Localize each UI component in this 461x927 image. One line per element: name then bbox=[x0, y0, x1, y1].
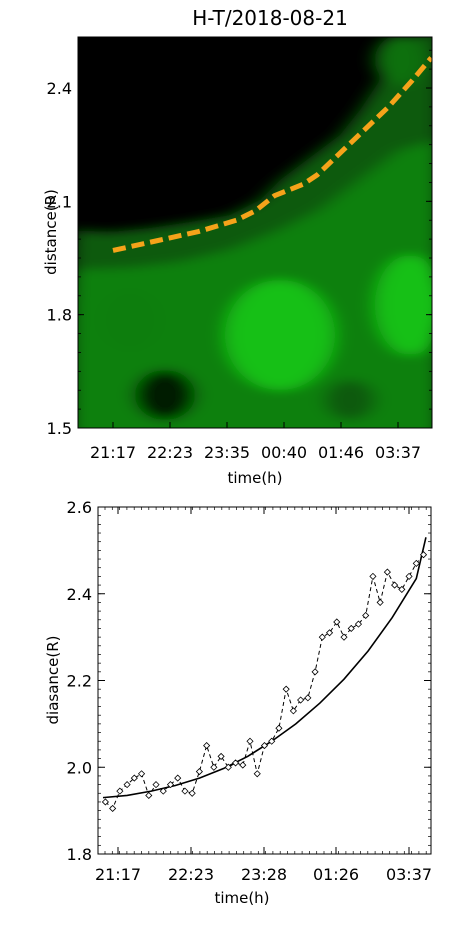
observed-point bbox=[166, 781, 175, 789]
observed-point bbox=[391, 581, 399, 589]
line-plot-x-tick-label: 21:17 bbox=[95, 865, 141, 884]
line-plot-ylabel: diasance(R) bbox=[44, 636, 62, 725]
line-plot-x-ticks: 21:17 22:23 23:28 01:26 03:37 bbox=[95, 507, 432, 884]
observed-point bbox=[318, 633, 326, 641]
observed-point bbox=[304, 694, 312, 702]
heatmap-xlabel: time(h) bbox=[227, 469, 282, 487]
observed-point bbox=[239, 761, 247, 769]
observed-point bbox=[210, 763, 218, 771]
observed-point bbox=[145, 791, 153, 800]
line-plot-y-ticks: 1.8 2.0 2.2 2.4 2.6 bbox=[67, 498, 431, 864]
heatmap-green-intensity bbox=[78, 37, 432, 428]
observed-diamond-markers bbox=[101, 551, 428, 813]
observed-point bbox=[174, 774, 182, 782]
observed-point bbox=[369, 572, 377, 580]
observed-point bbox=[130, 774, 138, 782]
heatmap-x-tick-label: 00:40 bbox=[261, 443, 307, 462]
heatmap-x-tick-label: 22:23 bbox=[147, 443, 193, 462]
line-plot-x-tick-label: 03:37 bbox=[386, 865, 432, 884]
heatmap-x-ticks: 21:17 22:23 23:35 00:40 01:46 03:37 bbox=[90, 422, 421, 462]
line-plot-frame bbox=[97, 506, 432, 855]
observed-point bbox=[109, 804, 117, 813]
observed-point bbox=[181, 787, 189, 795]
observed-point bbox=[383, 568, 391, 576]
observed-point bbox=[311, 668, 319, 676]
heatmap-ylabel: distance(R) bbox=[42, 189, 60, 275]
observed-point bbox=[195, 768, 203, 776]
observed-dashed-line bbox=[105, 554, 424, 810]
heatmap-chart: H-T/2018-08-21 1.5 1.8 2.1 2.4 21:17 22:23 23… bbox=[42, 6, 433, 487]
line-plot-x-tick-label: 22:23 bbox=[168, 865, 214, 884]
observed-point bbox=[101, 798, 109, 806]
observed-point bbox=[398, 585, 406, 593]
heatmap-image bbox=[78, 37, 432, 428]
observed-point bbox=[268, 737, 276, 745]
heatmap-y-tick-label: 2.1 bbox=[47, 192, 72, 211]
heatmap-frame bbox=[77, 36, 433, 429]
heatmap-y-tick-label: 1.8 bbox=[47, 306, 72, 325]
line-chart: 1.8 2.0 2.2 2.4 2.6 21:17 22:23 23:28 01:26 03:3… bbox=[44, 498, 432, 907]
observed-point bbox=[260, 741, 269, 750]
observed-point bbox=[419, 551, 428, 559]
line-plot-y-tick-label: 1.8 bbox=[67, 845, 92, 864]
observed-point bbox=[224, 763, 232, 771]
observed-point bbox=[217, 752, 225, 760]
line-plot-y-tick-label: 2.0 bbox=[67, 758, 92, 777]
observed-point bbox=[297, 696, 305, 704]
observed-point bbox=[289, 707, 297, 715]
observed-point bbox=[405, 572, 413, 580]
observed-point bbox=[253, 770, 261, 778]
observed-point bbox=[347, 624, 355, 633]
observed-point bbox=[333, 618, 341, 626]
line-plot-x-tick-label: 23:28 bbox=[241, 865, 287, 884]
heatmap-y-tick-label: 2.4 bbox=[47, 79, 72, 98]
line-plot-y-tick-label: 2.6 bbox=[67, 498, 92, 517]
observed-point bbox=[188, 789, 196, 797]
heatmap-y-ticks: 1.5 1.8 2.1 2.4 bbox=[47, 49, 432, 438]
heatmap-x-tick-label: 03:37 bbox=[375, 443, 421, 462]
heatmap-overlay-dashed-line bbox=[112, 56, 432, 253]
observed-point bbox=[123, 781, 131, 789]
observed-point bbox=[354, 620, 363, 628]
heatmap-x-tick-label: 01:46 bbox=[318, 443, 364, 462]
observed-point bbox=[152, 781, 160, 789]
observed-point bbox=[116, 787, 124, 795]
fit-curve-solid-line bbox=[102, 537, 427, 799]
observed-point bbox=[137, 770, 146, 778]
observed-point bbox=[246, 737, 254, 745]
observed-point bbox=[412, 559, 420, 567]
heatmap-y-tick-label: 1.5 bbox=[47, 419, 72, 438]
observed-point bbox=[275, 724, 283, 732]
observed-point bbox=[376, 598, 384, 606]
observed-point bbox=[203, 741, 211, 750]
line-plot-y-tick-label: 2.2 bbox=[67, 672, 92, 691]
line-plot-xlabel: time(h) bbox=[214, 889, 269, 907]
observed-point bbox=[231, 759, 240, 767]
heatmap-x-tick-label: 23:35 bbox=[204, 443, 250, 462]
line-plot-y-tick-label: 2.4 bbox=[67, 585, 92, 604]
heatmap-x-tick-label: 21:17 bbox=[90, 443, 136, 462]
observed-point bbox=[159, 787, 167, 795]
observed-point bbox=[340, 633, 348, 641]
heatmap-title: H-T/2018-08-21 bbox=[192, 6, 348, 30]
line-plot-x-tick-label: 01:26 bbox=[313, 865, 359, 884]
observed-point bbox=[362, 611, 370, 620]
observed-point bbox=[282, 685, 290, 693]
observed-point bbox=[325, 629, 334, 637]
